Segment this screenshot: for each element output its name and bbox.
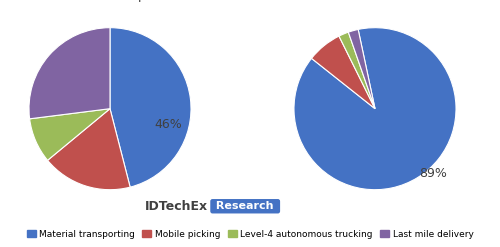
Wedge shape — [30, 109, 110, 160]
Wedge shape — [312, 36, 375, 109]
Title: Market revenue share: Market revenue share — [306, 0, 444, 2]
Wedge shape — [339, 32, 375, 109]
Text: 46%: 46% — [154, 118, 182, 131]
Text: Research: Research — [212, 201, 278, 211]
Wedge shape — [294, 28, 456, 190]
Text: IDTechEx: IDTechEx — [144, 200, 208, 213]
Text: 89%: 89% — [420, 167, 448, 180]
Wedge shape — [348, 29, 375, 109]
Wedge shape — [29, 28, 110, 119]
Legend: Material transporting, Mobile picking, Level-4 autonomous trucking, Last mile de: Material transporting, Mobile picking, L… — [23, 226, 477, 243]
Wedge shape — [110, 28, 191, 187]
Title: Number of companies: Number of companies — [41, 0, 179, 2]
Wedge shape — [48, 109, 130, 190]
